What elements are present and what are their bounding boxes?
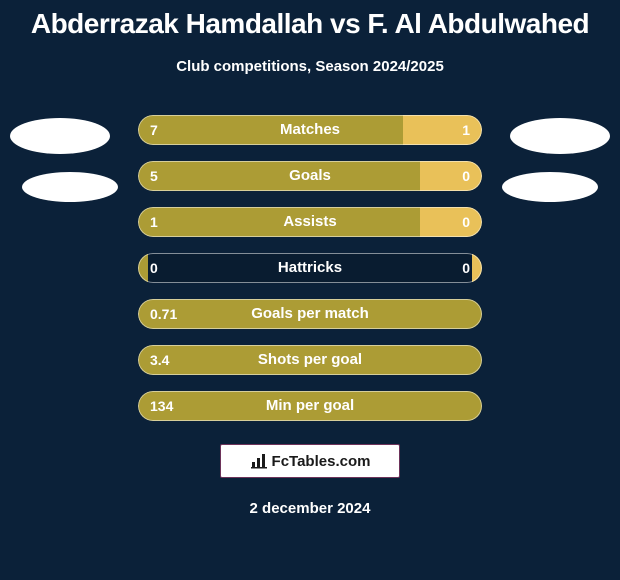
fctables-logo: FcTables.com [220,444,400,478]
stat-row: 3.4Shots per goal [0,345,620,375]
stats-container: 71Matches 50Goals 10Assists 00Hattricks 0.71… [0,115,620,437]
stat-label: Matches [138,115,482,145]
stat-label: Assists [138,207,482,237]
stat-row: 134Min per goal [0,391,620,421]
chart-icon [250,452,268,470]
stat-label: Goals [138,161,482,191]
stat-row: 00Hattricks [0,253,620,283]
stat-row: 10Assists [0,207,620,237]
stat-label: Goals per match [138,299,482,329]
stat-row: 71Matches [0,115,620,145]
subtitle: Club competitions, Season 2024/2025 [0,58,620,75]
logo-text: FcTables.com [272,453,371,470]
page-title: Abderrazak Hamdallah vs F. Al Abdulwahed [0,0,620,40]
stat-label: Min per goal [138,391,482,421]
date-text: 2 december 2024 [0,500,620,517]
stat-label: Shots per goal [138,345,482,375]
stat-label: Hattricks [138,253,482,283]
stat-row: 0.71Goals per match [0,299,620,329]
stat-row: 50Goals [0,161,620,191]
